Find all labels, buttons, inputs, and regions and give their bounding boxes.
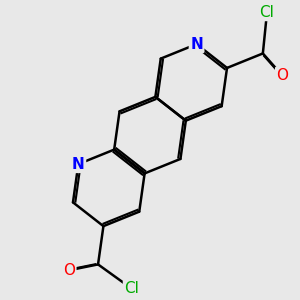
Text: O: O	[63, 263, 75, 278]
Text: N: N	[72, 157, 85, 172]
Text: N: N	[190, 37, 203, 52]
Text: O: O	[276, 68, 288, 83]
Text: Cl: Cl	[124, 281, 139, 296]
Text: Cl: Cl	[260, 5, 274, 20]
